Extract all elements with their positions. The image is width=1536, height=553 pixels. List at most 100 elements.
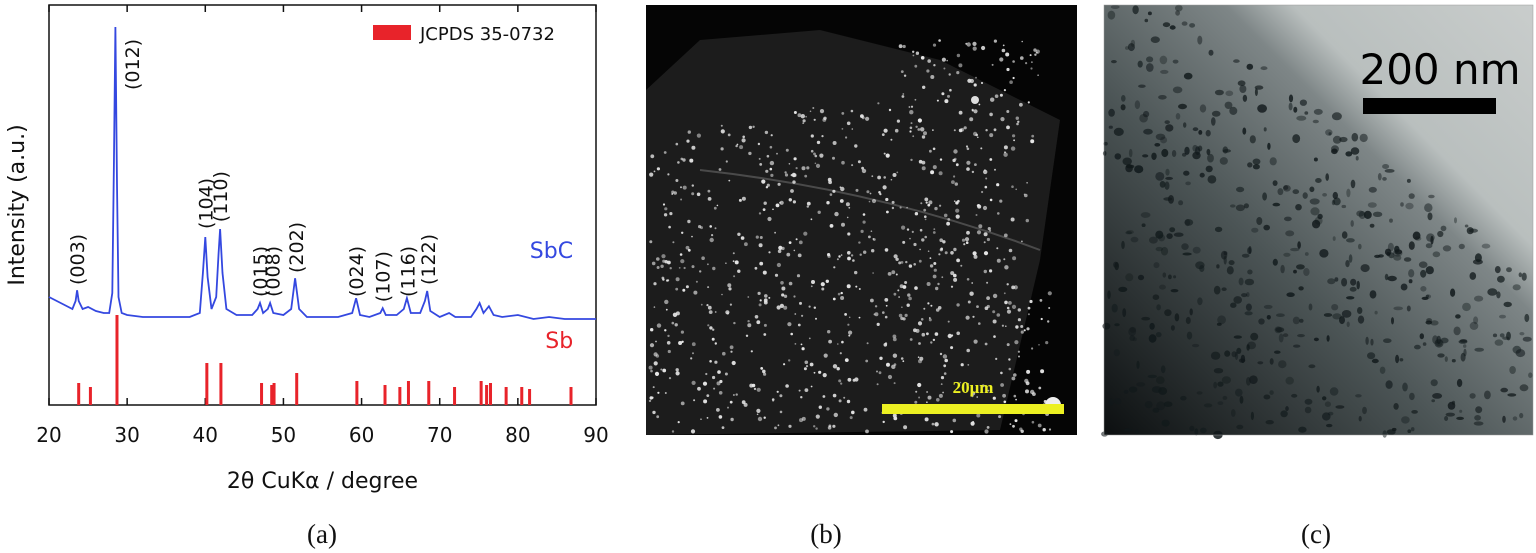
particle bbox=[930, 170, 935, 175]
particle bbox=[826, 201, 830, 205]
particle bbox=[759, 299, 762, 302]
particle bbox=[1013, 285, 1018, 290]
particle bbox=[769, 167, 773, 171]
particle bbox=[965, 241, 969, 244]
particle bbox=[662, 278, 665, 281]
particle bbox=[781, 286, 786, 291]
particle bbox=[819, 153, 824, 158]
particle bbox=[914, 212, 919, 216]
particle bbox=[841, 127, 844, 130]
particle bbox=[1006, 343, 1010, 347]
particle bbox=[1246, 63, 1254, 70]
particle bbox=[990, 97, 995, 102]
particle bbox=[1206, 148, 1211, 156]
particle bbox=[902, 285, 907, 289]
particle bbox=[1192, 144, 1198, 152]
particle bbox=[667, 334, 670, 338]
particle bbox=[1213, 368, 1224, 374]
particle bbox=[815, 163, 821, 168]
particle bbox=[827, 253, 831, 257]
particle bbox=[877, 175, 881, 180]
particle bbox=[813, 306, 816, 309]
particle bbox=[1214, 89, 1224, 96]
particle bbox=[921, 238, 925, 242]
particle bbox=[1144, 401, 1153, 409]
particle bbox=[776, 390, 779, 393]
particle bbox=[1420, 269, 1427, 278]
particle bbox=[1420, 286, 1427, 292]
particle bbox=[881, 133, 885, 137]
particle bbox=[1178, 103, 1187, 110]
particle bbox=[939, 238, 943, 242]
peak-label: (122) bbox=[418, 234, 440, 285]
particle bbox=[896, 119, 901, 123]
particle bbox=[919, 248, 921, 251]
particle bbox=[906, 303, 910, 307]
particle bbox=[1132, 337, 1137, 342]
particle bbox=[665, 308, 668, 311]
particle bbox=[984, 306, 989, 311]
particle bbox=[1389, 218, 1393, 223]
particle bbox=[1419, 333, 1425, 340]
particle bbox=[1224, 350, 1231, 357]
particle bbox=[941, 57, 947, 62]
particle bbox=[841, 160, 845, 165]
particle bbox=[1257, 361, 1264, 365]
peak-label: (024) bbox=[346, 246, 368, 297]
particle bbox=[1444, 416, 1449, 421]
particle bbox=[852, 259, 855, 262]
particle bbox=[1385, 380, 1393, 389]
particle bbox=[1210, 351, 1221, 360]
particle bbox=[1298, 286, 1304, 291]
particle bbox=[932, 231, 936, 234]
particle bbox=[1295, 204, 1302, 211]
particle bbox=[691, 184, 694, 187]
particle bbox=[1152, 407, 1160, 413]
particle bbox=[1262, 192, 1267, 201]
particle bbox=[808, 337, 811, 340]
particle bbox=[1175, 113, 1181, 120]
particle bbox=[846, 121, 851, 126]
particle bbox=[1509, 366, 1516, 374]
particle bbox=[1181, 21, 1188, 26]
particle bbox=[1425, 266, 1434, 275]
particle bbox=[848, 206, 851, 209]
particle bbox=[1005, 325, 1007, 328]
particle bbox=[814, 154, 818, 158]
particle bbox=[967, 300, 971, 304]
particle bbox=[719, 379, 723, 384]
particle bbox=[858, 316, 861, 319]
particle bbox=[955, 208, 960, 213]
particle bbox=[866, 190, 870, 194]
particle bbox=[1144, 18, 1149, 23]
particle bbox=[1345, 151, 1353, 157]
particle bbox=[923, 208, 927, 212]
particle bbox=[1293, 344, 1301, 348]
particle bbox=[816, 140, 821, 145]
particle bbox=[797, 113, 802, 118]
particle bbox=[1178, 200, 1184, 206]
particle bbox=[1291, 393, 1298, 398]
particle bbox=[768, 251, 771, 254]
particle bbox=[1474, 415, 1481, 421]
particle bbox=[1038, 386, 1042, 390]
particle bbox=[763, 372, 767, 376]
particle bbox=[941, 276, 944, 279]
particle bbox=[798, 389, 801, 392]
particle bbox=[703, 399, 708, 404]
particle bbox=[858, 241, 861, 244]
particle bbox=[892, 337, 897, 342]
particle bbox=[921, 135, 926, 139]
particle bbox=[924, 235, 927, 239]
particle bbox=[1238, 358, 1246, 363]
particle bbox=[938, 171, 943, 176]
particle bbox=[809, 362, 814, 367]
particle bbox=[810, 385, 813, 388]
particle bbox=[926, 391, 929, 393]
particle bbox=[656, 323, 662, 328]
reference-stick bbox=[260, 383, 264, 405]
particle bbox=[935, 286, 939, 291]
particle bbox=[1322, 396, 1327, 401]
particle bbox=[897, 289, 900, 292]
particle bbox=[1247, 341, 1256, 350]
